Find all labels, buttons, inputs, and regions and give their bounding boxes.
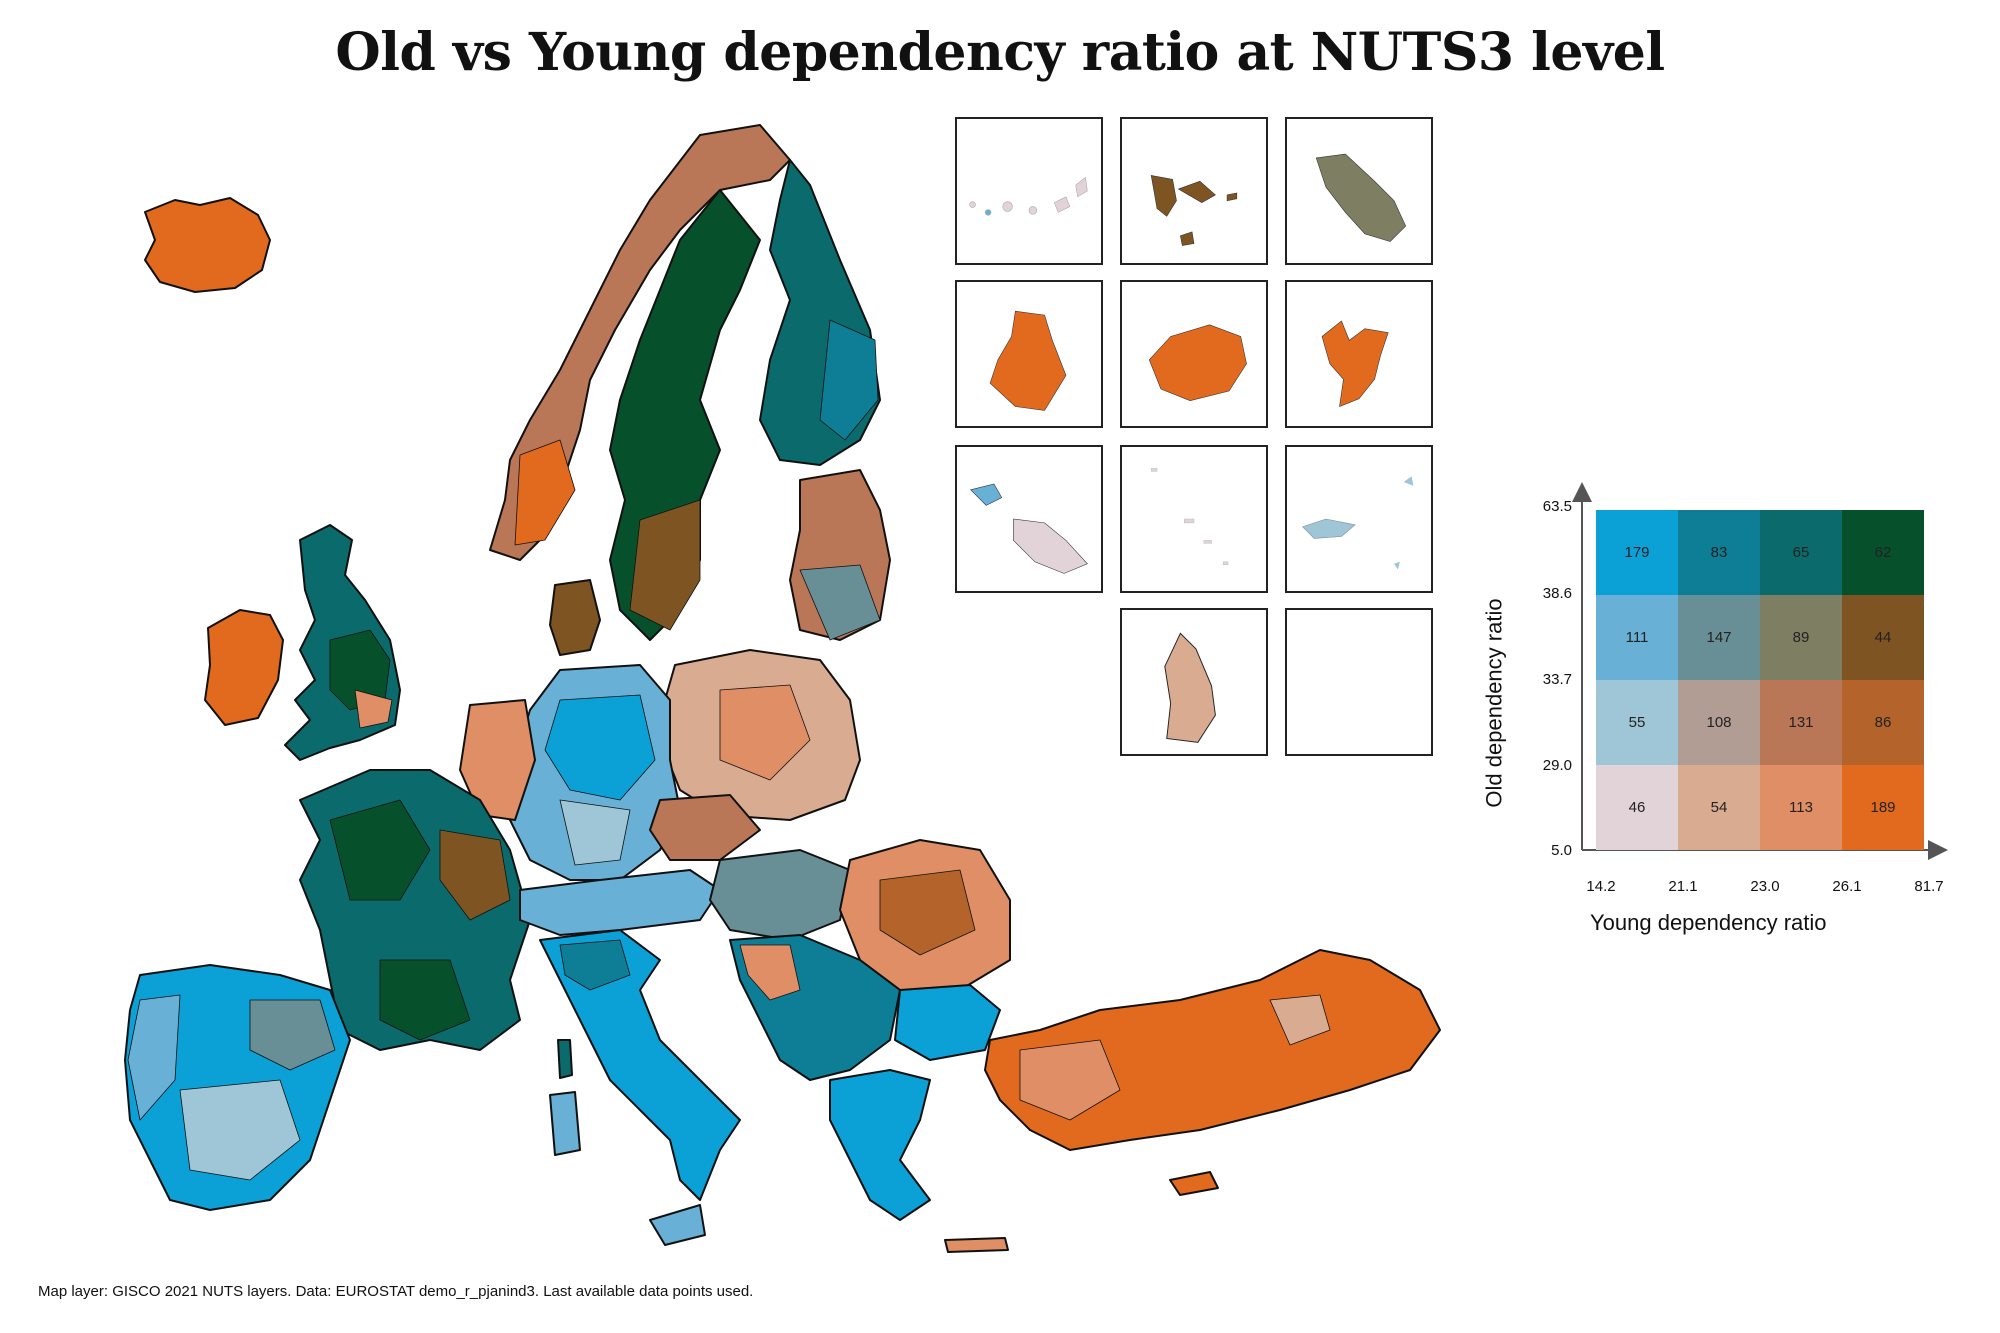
- inset-guadeloupe: [1120, 117, 1268, 265]
- legend-cell-count: 55: [1628, 713, 1646, 731]
- inset-azores: [1120, 445, 1268, 593]
- chart-title: Old vs Young dependency ratio at NUTS3 l…: [335, 22, 1665, 83]
- y-tick: 38.6: [1542, 585, 1572, 602]
- legend-cell-count: 189: [1870, 798, 1896, 816]
- legend-cell-count: 44: [1874, 628, 1892, 646]
- legend-cell: [1760, 765, 1842, 850]
- legend-cell-count: 83: [1710, 543, 1728, 561]
- legend-x-title: Young dependency ratio: [1590, 910, 1827, 935]
- inset-reunion: [1120, 280, 1268, 428]
- legend-cell: [1596, 510, 1678, 595]
- europe-map: [124, 124, 1441, 1253]
- inset-mayotte: [1285, 280, 1433, 428]
- legend-cell-count: 108: [1706, 713, 1732, 731]
- legend-cell-count: 86: [1874, 713, 1892, 731]
- x-tick: 21.1: [1668, 878, 1698, 895]
- region-italy: [539, 929, 741, 1201]
- legend-cell: [1596, 680, 1678, 765]
- bivariate-legend: [1572, 482, 1948, 860]
- region-greece: [829, 1069, 931, 1221]
- inset-canary-islands: [955, 117, 1103, 265]
- inset-guyane: [955, 280, 1103, 428]
- source-caption: Map layer: GISCO 2021 NUTS layers. Data:…: [38, 1283, 754, 1300]
- legend-cell: [1596, 595, 1678, 680]
- x-tick: 14.2: [1586, 878, 1616, 895]
- region-iceland: [144, 197, 271, 293]
- region-hungary: [709, 849, 851, 941]
- legend-cell: [1678, 680, 1760, 765]
- legend-cell: [1842, 765, 1924, 850]
- region-crete: [944, 1237, 1009, 1253]
- legend-cell-count: 147: [1706, 628, 1732, 646]
- legend-cell-count: 111: [1625, 628, 1649, 646]
- inset-malta: [955, 445, 1103, 593]
- region-benelux: [459, 699, 536, 821]
- region-cyprus: [1169, 1171, 1219, 1196]
- legend-cell: [1760, 680, 1842, 765]
- legend-cell: [1596, 765, 1678, 850]
- y-tick: 63.5: [1542, 498, 1572, 515]
- legend-cell-count: 131: [1788, 713, 1814, 731]
- legend-cell-count: 179: [1624, 543, 1650, 561]
- inset-liechtenstein: [1120, 608, 1268, 756]
- region-corsica: [557, 1039, 573, 1079]
- region-alps: [519, 869, 721, 936]
- legend-cell: [1842, 680, 1924, 765]
- region-bulgaria: [894, 984, 1001, 1061]
- inset-madeira: [1285, 445, 1433, 593]
- region-sardinia: [549, 1091, 581, 1156]
- legend-cell: [1678, 765, 1760, 850]
- region-sicily: [649, 1204, 706, 1246]
- y-tick: 5.0: [1551, 842, 1572, 859]
- legend-cell-count: 46: [1628, 798, 1646, 816]
- legend-y-title: Old dependency ratio: [1481, 598, 1507, 808]
- x-tick: 81.7: [1914, 878, 1944, 895]
- y-tick: 33.7: [1542, 671, 1572, 688]
- legend-cell-count: 54: [1710, 798, 1728, 816]
- y-tick: 29.0: [1542, 757, 1572, 774]
- legend-cell: [1678, 595, 1760, 680]
- legend-cell: [1842, 595, 1924, 680]
- legend-cell: [1760, 510, 1842, 595]
- legend-cell: [1842, 510, 1924, 595]
- legend-cell-count: 113: [1789, 798, 1813, 816]
- region-ireland: [204, 609, 284, 726]
- x-tick: 26.1: [1832, 878, 1862, 895]
- inset-martinique: [1285, 117, 1433, 265]
- legend-cell-count: 65: [1792, 543, 1810, 561]
- x-tick: 23.0: [1750, 878, 1780, 895]
- legend-cell-count: 89: [1792, 628, 1810, 646]
- legend-cell-count: 62: [1874, 543, 1892, 561]
- inset-empty: [1285, 608, 1433, 756]
- region-denmark: [549, 579, 601, 656]
- legend-cell: [1760, 595, 1842, 680]
- legend-cell: [1678, 510, 1760, 595]
